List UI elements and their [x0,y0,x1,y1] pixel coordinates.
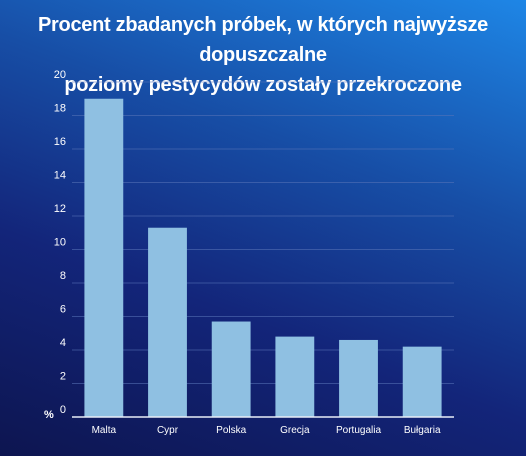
x-tick-label: Cypr [157,425,179,436]
x-tick-label: Polska [216,425,246,436]
x-tick-label: Grecja [280,425,310,436]
chart-title: Procent zbadanych próbek, w których najw… [0,10,526,100]
bar-cypr [148,227,187,417]
bar-grecja [275,336,315,417]
axis-layer: 0 2 4 6 8 10 12 14 16 18 20 Malta Cypr Polska Grecja Po… [54,69,454,436]
y-tick-label: 2 [60,371,66,383]
chart-title-line-2: poziomy pestycydów zostały przekroczone [64,74,462,96]
y-tick-label: 10 [54,237,66,249]
y-tick-label: 16 [54,136,66,148]
bar-portugalia [339,339,378,417]
bar-polska [211,321,251,417]
y-tick-label: 4 [60,337,66,349]
chart-title-line-1: Procent zbadanych próbek, w których najw… [38,14,488,66]
y-axis-unit-label: % [44,409,54,421]
x-tick-label: Portugalia [336,425,381,436]
y-tick-label: 12 [54,203,66,215]
bar-bułgaria [402,346,442,417]
x-tick-label: Bułgaria [404,425,441,436]
y-tick-label: 0 [60,404,66,416]
y-tick-label: 8 [60,270,66,282]
bar-malta [84,98,124,417]
x-tick-label: Malta [92,425,117,436]
bar-layer [84,98,442,417]
y-tick-label: 14 [54,170,66,182]
y-tick-label: 20 [54,69,66,81]
grid-layer [72,81,454,384]
y-tick-label: 6 [60,304,66,316]
y-tick-label: 18 [54,103,66,115]
